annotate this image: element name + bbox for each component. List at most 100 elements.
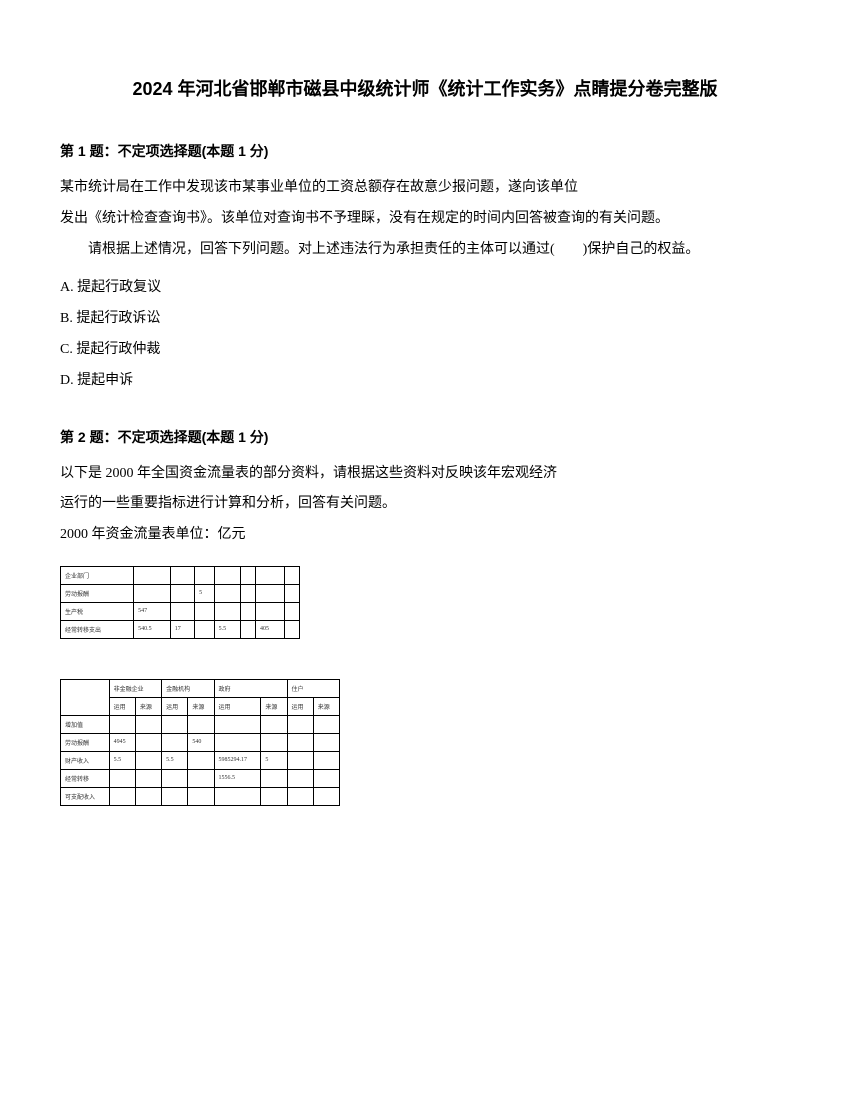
data-table-2: 非金融企业 金融机构 政府 住户 运用 来源 运用 来源 运用 来源 运用 来源… — [60, 679, 340, 806]
q1-options: A. 提起行政复议 B. 提起行政诉讼 C. 提起行政仲裁 D. 提起申诉 — [60, 273, 790, 396]
table-cell — [135, 751, 161, 769]
table-cell — [261, 715, 287, 733]
table-cell: 企业部门 — [61, 566, 134, 584]
q2-line1: 以下是 2000 年全国资金流量表的部分资料，请根据这些资料对反映该年宏观经济 — [60, 459, 790, 490]
table-row: 增加值 — [61, 715, 340, 733]
q2-body: 以下是 2000 年全国资金流量表的部分资料，请根据这些资料对反映该年宏观经济 … — [60, 459, 790, 551]
table-cell — [241, 602, 256, 620]
table-cell — [285, 566, 300, 584]
table-row: 劳动报酬 5 — [61, 584, 300, 602]
table-cell: 劳动报酬 — [61, 584, 134, 602]
table-cell — [109, 787, 135, 805]
table-row: 生产税 547 — [61, 602, 300, 620]
table-cell — [287, 751, 313, 769]
table-cell: 金融机构 — [162, 679, 214, 697]
table-cell — [261, 787, 287, 805]
table-cell — [134, 584, 171, 602]
table-cell: 5 — [261, 751, 287, 769]
table-cell: 可支配收入 — [61, 787, 110, 805]
table-cell — [313, 751, 339, 769]
table-cell: 住户 — [287, 679, 339, 697]
table-cell — [313, 733, 339, 751]
table-cell — [188, 751, 214, 769]
q2-header: 第 2 题：不定项选择题(本题 1 分) — [60, 427, 790, 447]
table-cell — [285, 602, 300, 620]
table-cell — [162, 733, 188, 751]
table-cell — [241, 566, 256, 584]
table-cell — [256, 602, 285, 620]
table-cell — [170, 584, 194, 602]
table-cell — [287, 787, 313, 805]
table-row: 财产收入 5.5 5.5 5985294.17 5 — [61, 751, 340, 769]
table-cell — [109, 715, 135, 733]
table-cell — [313, 769, 339, 787]
table-cell — [256, 584, 285, 602]
table-cell: 政府 — [214, 679, 287, 697]
table-cell — [135, 769, 161, 787]
table-cell: 5.5 — [214, 620, 241, 638]
table-cell — [162, 769, 188, 787]
table-cell: 来源 — [261, 697, 287, 715]
table-cell: 生产税 — [61, 602, 134, 620]
table-cell: 来源 — [135, 697, 161, 715]
table-cell — [313, 715, 339, 733]
table-row: 经常转移 1556.5 — [61, 769, 340, 787]
table-cell: 劳动报酬 — [61, 733, 110, 751]
table-cell: 5.5 — [162, 751, 188, 769]
table-cell — [214, 733, 261, 751]
table-cell — [214, 566, 241, 584]
table-cell: 1556.5 — [214, 769, 261, 787]
q2-line3: 2000 年资金流量表单位：亿元 — [60, 520, 790, 551]
table-cell — [188, 787, 214, 805]
table-cell — [287, 769, 313, 787]
table-cell: 财产收入 — [61, 751, 110, 769]
table-cell — [256, 566, 285, 584]
table-cell: 运用 — [287, 697, 313, 715]
table-cell: 运用 — [109, 697, 135, 715]
table-cell — [195, 602, 215, 620]
table-cell: 17 — [170, 620, 194, 638]
table-cell — [313, 787, 339, 805]
table-cell: 4945 — [109, 733, 135, 751]
table-cell — [214, 602, 241, 620]
table-cell: 5 — [195, 584, 215, 602]
table-cell: 540 — [188, 733, 214, 751]
table-cell — [134, 566, 171, 584]
table-cell: 运用 — [162, 697, 188, 715]
table-cell: 547 — [134, 602, 171, 620]
table-cell: 来源 — [313, 697, 339, 715]
table-cell — [170, 602, 194, 620]
table-row: 劳动报酬 4945 540 — [61, 733, 340, 751]
question-2: 第 2 题：不定项选择题(本题 1 分) 以下是 2000 年全国资金流量表的部… — [60, 427, 790, 806]
table-row: 可支配收入 — [61, 787, 340, 805]
table-cell: 运用 — [214, 697, 261, 715]
table-cell: 5.5 — [109, 751, 135, 769]
table-cell — [135, 733, 161, 751]
table-cell: 来源 — [188, 697, 214, 715]
table-cell — [109, 769, 135, 787]
table-cell — [241, 620, 256, 638]
table-cell: 540.5 — [134, 620, 171, 638]
q1-opt-b: B. 提起行政诉讼 — [60, 304, 790, 335]
table-cell: 5985294.17 — [214, 751, 261, 769]
table-row: 企业部门 — [61, 566, 300, 584]
table-cell — [135, 787, 161, 805]
table-cell — [135, 715, 161, 733]
table-cell: 405 — [256, 620, 285, 638]
q1-line1: 某市统计局在工作中发现该市某事业单位的工资总额存在故意少报问题，遂向该单位 — [60, 173, 790, 204]
table-cell — [285, 620, 300, 638]
table-row: 经常转移支出 540.5 17 5.5 405 — [61, 620, 300, 638]
table-cell — [287, 733, 313, 751]
table-cell — [214, 715, 261, 733]
question-1: 第 1 题：不定项选择题(本题 1 分) 某市统计局在工作中发现该市某事业单位的… — [60, 141, 790, 397]
table-cell — [188, 715, 214, 733]
q1-opt-c: C. 提起行政仲裁 — [60, 335, 790, 366]
q1-line3: 请根据上述情况，回答下列问题。对上述违法行为承担责任的主体可以通过( )保护自己… — [60, 235, 790, 266]
table-cell — [162, 787, 188, 805]
table-cell — [261, 733, 287, 751]
q1-body: 某市统计局在工作中发现该市某事业单位的工资总额存在故意少报问题，遂向该单位 发出… — [60, 173, 790, 265]
table-cell — [285, 584, 300, 602]
table-cell: 非金融企业 — [109, 679, 161, 697]
table-row: 非金融企业 金融机构 政府 住户 — [61, 679, 340, 697]
table-cell — [241, 584, 256, 602]
